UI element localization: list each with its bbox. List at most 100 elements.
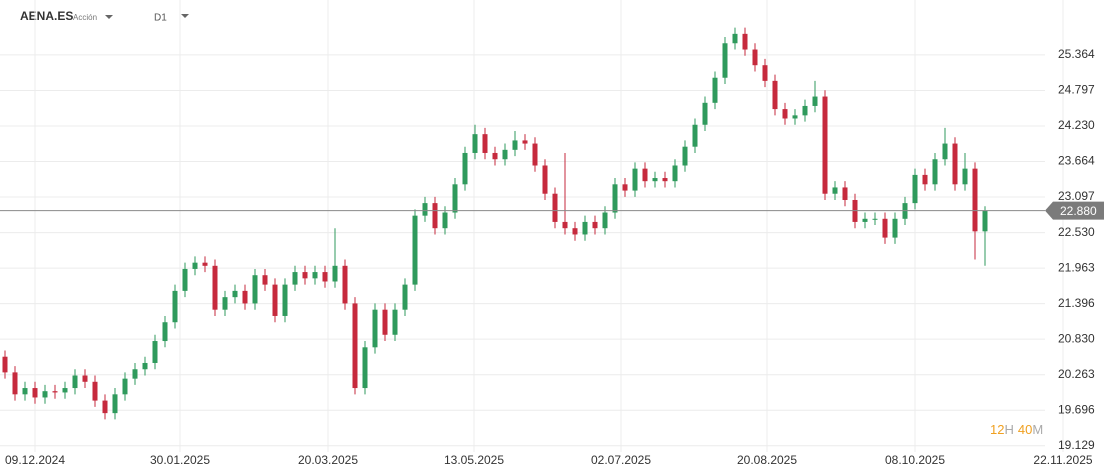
candle-body bbox=[982, 210, 988, 232]
candle-body bbox=[522, 140, 528, 144]
candle-body bbox=[492, 152, 498, 160]
candle-body bbox=[12, 372, 18, 395]
y-tick-label: 20.830 bbox=[1058, 331, 1095, 345]
timeframe-dropdown[interactable] bbox=[181, 14, 189, 18]
candle-body bbox=[812, 96, 818, 106]
x-tick-label: 30.01.2025 bbox=[150, 453, 210, 467]
candle-body bbox=[862, 218, 868, 222]
instrument-type: Acción bbox=[73, 13, 97, 22]
candle-body bbox=[602, 212, 608, 229]
candle-body bbox=[412, 215, 418, 285]
candle-body bbox=[72, 375, 78, 389]
candle-body bbox=[632, 168, 638, 191]
x-tick-label: 13.05.2025 bbox=[444, 453, 504, 467]
candle-body bbox=[462, 152, 468, 185]
y-tick-label: 21.396 bbox=[1058, 296, 1095, 310]
candle-body bbox=[952, 143, 958, 185]
candle-body bbox=[742, 33, 748, 50]
candle-body bbox=[122, 378, 128, 395]
y-tick-label: 20.263 bbox=[1058, 367, 1095, 381]
candle-body bbox=[672, 165, 678, 182]
candle-body bbox=[932, 159, 938, 185]
candle-body bbox=[592, 221, 598, 229]
y-tick-label: 24.230 bbox=[1058, 118, 1095, 132]
timeframe[interactable]: D1 bbox=[154, 13, 167, 24]
candle-body bbox=[582, 221, 588, 235]
candle-body bbox=[652, 178, 658, 182]
candle-body bbox=[752, 49, 758, 66]
y-tick-label: 23.664 bbox=[1058, 154, 1095, 168]
candle-body bbox=[42, 391, 48, 398]
x-tick-label: 20.03.2025 bbox=[298, 453, 358, 467]
symbol-dropdown[interactable] bbox=[105, 15, 113, 19]
countdown-part: 40 bbox=[1018, 422, 1032, 437]
candle-body bbox=[882, 218, 888, 238]
y-tick-label: 19.696 bbox=[1058, 402, 1095, 416]
y-tick-label: 22.530 bbox=[1058, 225, 1095, 239]
candle-body bbox=[52, 391, 58, 393]
candle-body bbox=[472, 134, 478, 153]
candle-body bbox=[962, 168, 968, 185]
candle-body bbox=[762, 65, 768, 81]
last-price-tag bbox=[1045, 201, 1104, 220]
candle-body bbox=[322, 272, 328, 282]
countdown-part: 12 bbox=[990, 422, 1004, 437]
candle-body bbox=[272, 284, 278, 316]
countdown: 12H 40M bbox=[990, 422, 1043, 437]
candle-body bbox=[152, 341, 158, 363]
candle-body bbox=[532, 143, 538, 166]
x-tick-label: 22.11.2025 bbox=[1033, 453, 1092, 467]
candle-body bbox=[142, 362, 148, 370]
candle-body bbox=[392, 309, 398, 335]
candle-body bbox=[172, 290, 178, 323]
candle-body bbox=[682, 146, 688, 166]
candle-body bbox=[252, 275, 258, 304]
candle-body bbox=[82, 375, 88, 382]
candle-body bbox=[262, 275, 268, 285]
candle-body bbox=[62, 388, 68, 393]
candle-body bbox=[832, 187, 838, 194]
candle-body bbox=[782, 109, 788, 119]
candle-body bbox=[552, 193, 558, 222]
candle-body bbox=[972, 168, 978, 232]
countdown-part: H bbox=[1004, 422, 1013, 437]
candle-body bbox=[242, 290, 248, 304]
countdown-part: M bbox=[1032, 422, 1043, 437]
candle-body bbox=[622, 184, 628, 191]
x-tick-label: 20.08.2025 bbox=[737, 453, 797, 467]
candle-body bbox=[642, 168, 648, 182]
candle-body bbox=[132, 369, 138, 379]
candle-body bbox=[232, 290, 238, 298]
candle-body bbox=[542, 165, 548, 194]
candle-body bbox=[2, 356, 8, 373]
last-price-label: 22.880 bbox=[1060, 204, 1097, 218]
candle-body bbox=[922, 174, 928, 185]
candle-body bbox=[942, 143, 948, 160]
candle-body bbox=[222, 297, 228, 310]
candle-body bbox=[332, 265, 338, 282]
candle-body bbox=[22, 388, 28, 395]
y-tick-label: 25.364 bbox=[1058, 47, 1095, 61]
candle-body bbox=[432, 203, 438, 229]
candle-body bbox=[182, 268, 188, 291]
candle-body bbox=[312, 272, 318, 279]
candle-body bbox=[562, 221, 568, 229]
candle-body bbox=[912, 174, 918, 204]
candle-body bbox=[482, 134, 488, 153]
candle-body bbox=[112, 394, 118, 414]
candle-body bbox=[422, 203, 428, 216]
candle-body bbox=[702, 102, 708, 125]
candle-body bbox=[202, 262, 208, 266]
candle-body bbox=[732, 33, 738, 44]
candle-body bbox=[872, 218, 878, 220]
y-tick-label: 23.097 bbox=[1058, 189, 1095, 203]
candle-body bbox=[802, 105, 808, 116]
symbol[interactable]: AENA.ES bbox=[20, 9, 73, 23]
candle-body bbox=[32, 388, 38, 398]
candle-body bbox=[282, 284, 288, 316]
candle-body bbox=[102, 400, 108, 414]
y-tick-label: 24.797 bbox=[1058, 83, 1095, 97]
candle-body bbox=[822, 96, 828, 194]
candle-body bbox=[842, 187, 848, 200]
